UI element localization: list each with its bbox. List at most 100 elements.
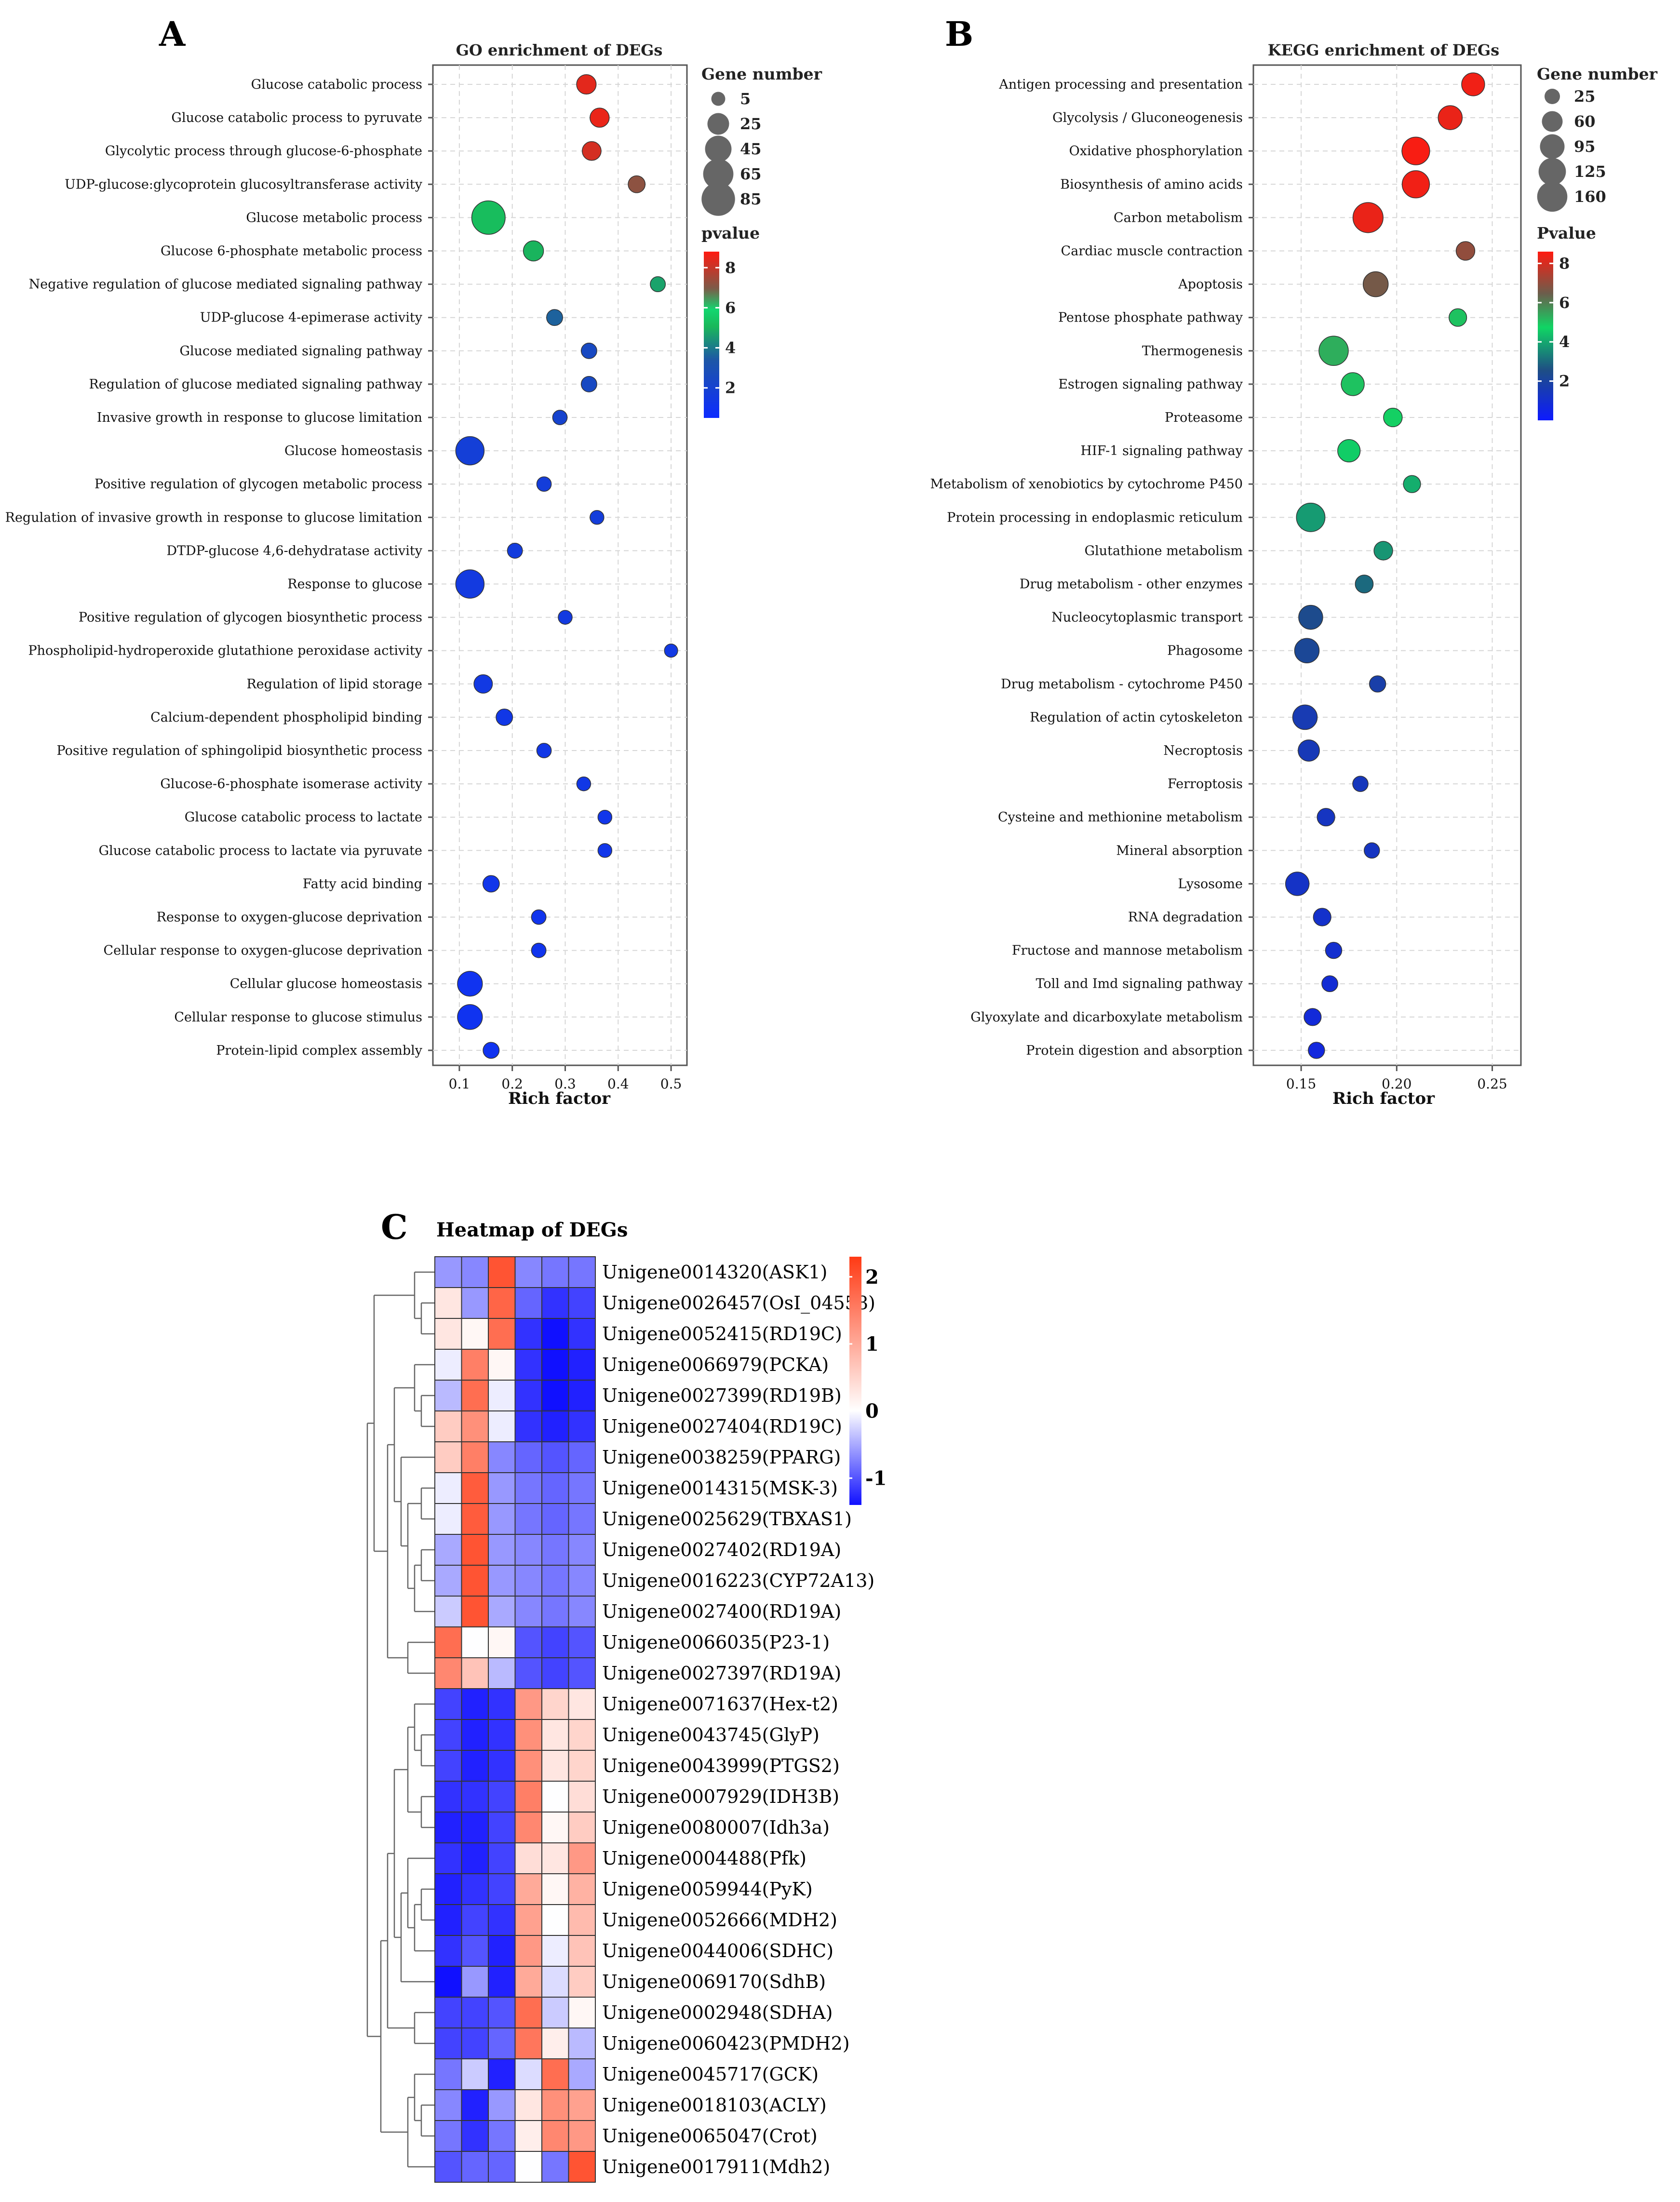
heatmap-cell bbox=[514, 2120, 542, 2152]
panel-a-label: A bbox=[159, 14, 186, 54]
heatmap-cell bbox=[568, 1904, 596, 1936]
heatmap-cell bbox=[461, 1750, 489, 1782]
heatmap-cell bbox=[568, 1997, 596, 2028]
kegg-term-label: Cysteine and methionine metabolism bbox=[998, 810, 1243, 825]
heatmap-cell bbox=[488, 2089, 516, 2121]
go-dot bbox=[590, 510, 605, 525]
heatmap-cell bbox=[461, 2089, 489, 2121]
heatmap-cell bbox=[541, 1256, 569, 1288]
heatmap-row-label: Unigene0045717(GCK) bbox=[602, 2064, 819, 2085]
heatmap-row-label: Unigene0027399(RD19B) bbox=[602, 1385, 842, 1406]
go-dot bbox=[507, 542, 523, 559]
heatmap-row-label: Unigene0060423(PMDH2) bbox=[602, 2033, 850, 2054]
heatmap-cell bbox=[568, 1349, 596, 1381]
kegg-grid bbox=[1253, 65, 1521, 1065]
heatmap-cell bbox=[541, 1472, 569, 1504]
kegg-dot bbox=[1369, 675, 1386, 693]
kegg-size-legend-label: 125 bbox=[1574, 162, 1606, 181]
heatmap-cell bbox=[461, 2027, 489, 2059]
heatmap-cell bbox=[488, 1781, 516, 1813]
heatmap-cell bbox=[461, 1688, 489, 1720]
heatmap-cell bbox=[434, 1349, 462, 1381]
kegg-dot bbox=[1438, 105, 1463, 130]
heatmap-cell bbox=[461, 1287, 489, 1319]
kegg-size-legend-dot bbox=[1540, 134, 1565, 159]
kegg-size-legend-title: Gene number bbox=[1537, 65, 1658, 83]
go-term-label: Phospholipid-hydroperoxide glutathione p… bbox=[28, 644, 422, 658]
go-term-label: Glucose catabolic process to lactate via… bbox=[99, 843, 422, 858]
kegg-dot bbox=[1285, 872, 1310, 896]
go-dot bbox=[597, 809, 613, 825]
go-size-legend-label: 5 bbox=[740, 90, 751, 108]
heatmap-row-label: Unigene0027402(RD19A) bbox=[602, 1539, 841, 1560]
heatmap-cell bbox=[488, 1657, 516, 1689]
heatmap-row-label: Unigene0027400(RD19A) bbox=[602, 1601, 841, 1622]
heatmap-cell bbox=[514, 1750, 542, 1782]
panel-b-label: B bbox=[945, 14, 973, 54]
heatmap-cell bbox=[541, 1565, 569, 1597]
heatmap-cell bbox=[568, 1626, 596, 1658]
heatmap-colorbar-label: 1 bbox=[865, 1333, 879, 1356]
heatmap-cell bbox=[488, 1380, 516, 1411]
go-dot bbox=[590, 107, 610, 128]
go-dot bbox=[471, 200, 506, 235]
heatmap-cell bbox=[514, 1410, 542, 1442]
go-term-label: Response to glucose bbox=[287, 577, 422, 592]
go-dot bbox=[457, 971, 483, 997]
heatmap-cell bbox=[541, 1842, 569, 1874]
kegg-dot bbox=[1401, 170, 1430, 199]
go-size-legend-label: 85 bbox=[740, 190, 762, 208]
heatmap-row-label: Unigene0004488(Pfk) bbox=[602, 1848, 806, 1869]
heatmap-row-label: Unigene0002948(SDHA) bbox=[602, 2002, 833, 2023]
go-size-legend: 5 25 45 65 85 bbox=[701, 90, 762, 216]
heatmap-cell bbox=[514, 2089, 542, 2121]
go-term-label: Regulation of glucose mediated signaling… bbox=[89, 377, 422, 392]
kegg-size-legend-label: 25 bbox=[1574, 87, 1596, 106]
kegg-term-label: Fructose and mannose metabolism bbox=[1012, 943, 1243, 958]
go-dot bbox=[650, 276, 666, 293]
heatmap-row-labels: Unigene0014320(ASK1) Unigene0026457(OsI_0… bbox=[602, 1262, 875, 2177]
heatmap-cell bbox=[568, 1596, 596, 1627]
go-colorbar-label: 6 bbox=[725, 298, 736, 317]
heatmap-cell bbox=[514, 1503, 542, 1535]
go-dot bbox=[664, 644, 678, 658]
go-term-label: Glucose catabolic process to pyruvate bbox=[171, 110, 422, 125]
heatmap-cell bbox=[488, 1842, 516, 1874]
heatmap-cell bbox=[488, 2027, 516, 2059]
kegg-color-legend-title: Pvalue bbox=[1537, 224, 1596, 242]
heatmap-cell bbox=[568, 1503, 596, 1535]
kegg-term-label: Pentose phosphate pathway bbox=[1058, 310, 1243, 325]
kegg-term-label: Drug metabolism - other enzymes bbox=[1020, 577, 1243, 592]
kegg-term-label: Glycolysis / Gluconeogenesis bbox=[1052, 110, 1243, 125]
heatmap-cell bbox=[488, 1287, 516, 1319]
kegg-dot bbox=[1352, 202, 1384, 233]
heatmap-row-label: Unigene0027397(RD19A) bbox=[602, 1663, 841, 1684]
go-term-label: Positive regulation of sphingolipid bios… bbox=[57, 743, 422, 758]
heatmap-cell bbox=[541, 1904, 569, 1936]
heatmap-cell bbox=[488, 1503, 516, 1535]
heatmap-cell bbox=[488, 1966, 516, 1998]
go-size-legend-label: 45 bbox=[740, 140, 762, 158]
heatmap-cell bbox=[434, 1688, 462, 1720]
heatmap-row-label: Unigene0027404(RD19C) bbox=[602, 1416, 842, 1437]
heatmap-cell bbox=[461, 1904, 489, 1936]
go-size-legend-dot bbox=[707, 113, 729, 135]
heatmap-cell bbox=[434, 1534, 462, 1566]
heatmap-cell bbox=[488, 1688, 516, 1720]
go-colorbar-label: 2 bbox=[725, 379, 736, 397]
kegg-dot bbox=[1341, 372, 1365, 396]
heatmap-cells bbox=[434, 1256, 596, 2183]
heatmap-cell bbox=[461, 1503, 489, 1535]
heatmap-cell bbox=[434, 1719, 462, 1751]
kegg-dot bbox=[1325, 941, 1343, 959]
kegg-term-label: Glutathione metabolism bbox=[1085, 543, 1243, 558]
go-enrichment-chart: GO enrichment of DEGs Glucose catabolic … bbox=[5, 41, 822, 1108]
heatmap-cell bbox=[461, 2151, 489, 2183]
kegg-dot bbox=[1318, 336, 1349, 366]
kegg-dot bbox=[1308, 1042, 1325, 1059]
go-size-legend-dot bbox=[703, 159, 734, 189]
go-colorbar-ticks: 2 4 6 8 bbox=[704, 258, 736, 397]
heatmap-cell bbox=[434, 1472, 462, 1504]
go-dots bbox=[455, 74, 678, 1059]
heatmap-row-label: Unigene0016223(CYP72A13) bbox=[602, 1570, 874, 1591]
